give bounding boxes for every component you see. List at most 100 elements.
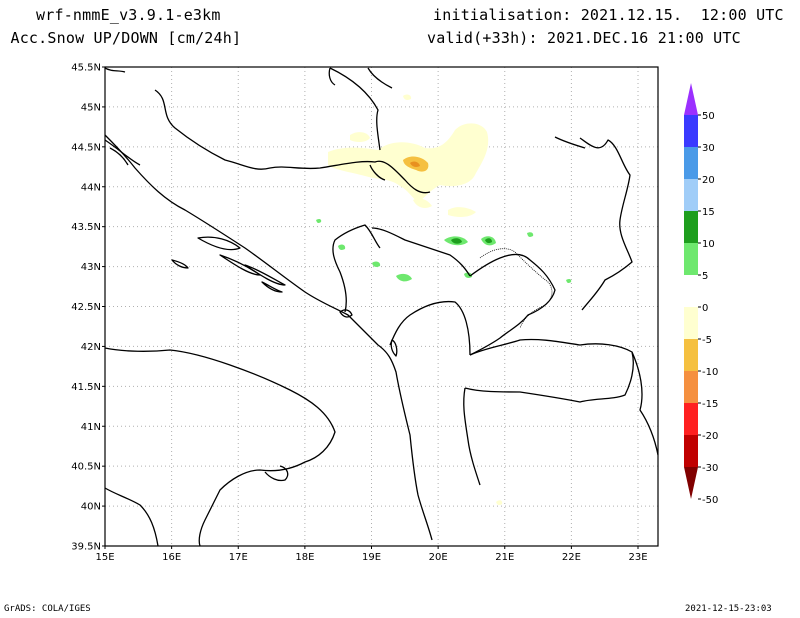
border-east-serbia [579,137,633,311]
lon-label: 15E [95,552,114,563]
colorbar-swatch [684,147,698,179]
field-title: n Acc.Snow UP/DOWN [cm/24h] [0,29,242,47]
island-3 [109,147,129,166]
colorbar-label: 0 [702,303,708,314]
colorbar-label: -5 [702,335,712,346]
lat-label: 41N [81,422,101,433]
river-danube [554,136,586,149]
lat-label: 44.5N [71,142,101,153]
colorbar-label: 10 [702,239,715,250]
border-croatia-serbia [369,164,386,181]
lon-label: 20E [429,552,448,563]
lat-label: 43N [81,262,101,273]
border-montenegro [371,227,471,277]
plot-timestamp: 2021-12-15-23:03 [685,604,772,614]
lake-scutari [390,339,398,357]
colorbar-label: -20 [702,431,718,442]
grads-credit: GrADS: COLA/IGES [4,604,91,614]
lat-label: 43.5N [71,222,101,233]
lon-label: 23E [628,552,647,563]
border-northeast [367,67,393,89]
colorbar-label: 5 [702,271,708,282]
model-title: wrf-nmmE_v3.9.1-e3km [36,6,221,24]
snow-area-dark-green-1 [451,238,462,244]
lon-label: 22E [562,552,581,563]
lat-label: 41.5N [71,382,101,393]
snow-area-green-9 [527,232,534,237]
snow-area-light-yellow-3 [448,207,476,217]
lon-label: 16E [162,552,181,563]
colorbar-swatch [684,243,698,275]
snow-area-light-yellow-6 [496,500,503,506]
border-nw-hungary [328,67,336,86]
island-6 [261,281,283,293]
colorbar-label: 50 [702,111,715,122]
snow-area-light-yellow-2 [350,132,370,143]
kosovo-border-dotted [479,248,553,329]
snow-area-green-8 [566,278,572,284]
init-time: initialisation: 2021.12.15. 12:00 UTC [433,6,784,24]
border-albania-east [463,387,481,486]
border-top-segment [329,67,381,151]
island-2 [104,139,141,166]
map-grid [104,66,658,547]
island-4 [219,254,261,276]
lat-label: 44N [81,182,101,193]
longitude-labels: 15E 16E 17E 18E 19E 20E 21E 22E 23E [95,546,648,563]
island-5 [244,264,286,286]
border-kosovo [469,253,556,356]
island-7 [171,259,189,269]
lat-label: 42N [81,342,101,353]
lon-label: 17E [229,552,248,563]
snow-area-green-4 [338,244,346,250]
lat-label: 45N [81,102,101,113]
lat-label: 39.5N [71,542,101,553]
colorbar-swatch [684,307,698,339]
lat-label: 42.5N [71,302,101,313]
lon-label: 18E [295,552,314,563]
colorbar-label: -10 [702,367,718,378]
valid-time: valid(+33h): 2021.DEC.16 21:00 UTC [427,29,741,47]
border-slovenia [104,67,126,73]
coast-gargano [264,465,289,482]
colorbar-swatch [684,275,698,307]
coast-dalmatia [104,134,433,541]
colorbar-swatch [684,115,698,147]
snow-area-green-7 [316,218,322,224]
snow-shading [316,94,572,506]
colorbar-swatch [684,211,698,243]
colorbar-swatch [684,371,698,403]
border-north-macedonia [464,338,634,403]
lat-label: 45.5N [71,63,101,74]
latitude-labels: 39.5N 40N 40.5N 41N 41.5N 42N 42.5N 43N 43.5N 44N… [71,63,105,553]
colorbar-swatch [684,339,698,371]
border-greece [631,351,659,456]
snow-area-green-6 [464,272,473,278]
colorbar-label: 20 [702,175,715,186]
lat-label: 40.5N [71,462,101,473]
island-1 [197,236,241,251]
snow-area-dark-green-2 [485,238,492,244]
coast-italy-south [104,487,159,547]
coastlines-borders [104,67,659,547]
lon-label: 21E [495,552,514,563]
colorbar-bottom-arrow [684,467,698,499]
colorbar-label: -30 [702,463,718,474]
snow-area-light-yellow-4 [403,94,412,100]
border-albania-north [389,300,471,356]
snow-area-green-5 [372,261,381,267]
coast-italy [104,347,336,547]
snow-area-green-3 [396,273,412,282]
colorbar-swatch [684,179,698,211]
colorbar-label: 30 [702,143,715,154]
colorbar-label: -15 [702,399,718,410]
snow-area-orange [410,161,420,167]
snow-area-light-yellow-5 [413,198,432,208]
colorbar-label: -50 [702,495,718,506]
colorbar-swatch [684,435,698,467]
kotor-bay [339,309,353,318]
lon-label: 19E [362,552,381,563]
border-north [154,89,431,194]
